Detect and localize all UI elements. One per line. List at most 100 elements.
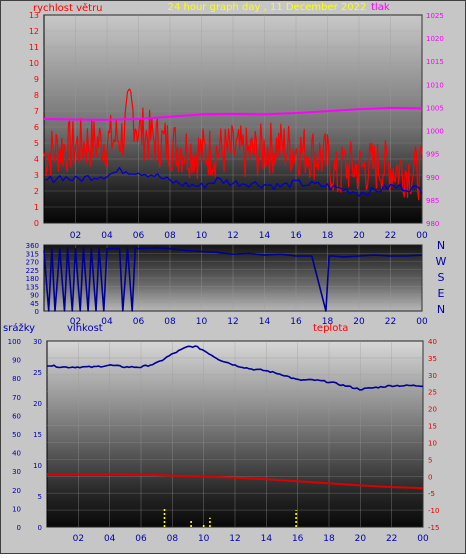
temperature-axis-ticks: -15 -10 -5 0 5 10 15 20 25 30 35 40 <box>428 338 439 532</box>
compass-label: W <box>436 255 447 268</box>
humidity-tick-label: 25 <box>33 369 42 377</box>
temperature-tick-label: 40 <box>428 338 437 346</box>
wind-tick-label: 9 <box>34 75 39 84</box>
temperature-tick-label: 10 <box>428 439 437 447</box>
chart2-x-ticks: 02 04 06 08 10 12 14 16 18 20 22 00 <box>70 317 428 327</box>
rain-tick-label: 90 <box>12 357 21 365</box>
temperature-tick-label: -15 <box>428 524 439 532</box>
x-tick-label: 00 <box>416 231 428 241</box>
compass-label: S <box>438 271 445 284</box>
wind-tick-label: 13 <box>29 11 39 20</box>
x-tick-label: 12 <box>229 534 240 544</box>
rain-axis-ticks: 0 10 20 30 40 50 60 70 80 90 100 <box>8 338 21 532</box>
rain-tick-label: 20 <box>12 487 21 495</box>
compass-label: E <box>438 287 445 300</box>
x-tick-label: 20 <box>353 231 365 241</box>
x-tick-label: 22 <box>386 534 397 544</box>
compass-label: N <box>437 303 445 316</box>
humidity-axis-ticks: 0 5 10 15 20 25 30 <box>33 338 42 532</box>
temperature-tick-label: 20 <box>428 406 437 414</box>
pressure-tick-label: 1000 <box>426 128 444 136</box>
temperature-tick-label: 0 <box>428 473 432 481</box>
chart1-right-ticks: 980 985 990 995 1000 1005 1010 1015 1020 1025 <box>426 12 444 228</box>
wind-tick-label: 12 <box>29 27 39 36</box>
x-tick-label: 22 <box>385 231 396 241</box>
x-tick-label: 04 <box>101 317 113 327</box>
humidity-tick-label: 0 <box>38 524 42 532</box>
chart1-title: 24 hour graph day , 11 December 2022 <box>168 2 367 13</box>
temperature-tick-label: 35 <box>428 355 437 363</box>
x-tick-label: 02 <box>70 317 81 327</box>
wind-speed-label: rychlost větru <box>33 2 103 14</box>
wind-tick-label: 5 <box>34 139 39 148</box>
temperature-tick-label: 5 <box>428 456 432 464</box>
x-tick-label: 12 <box>227 231 238 241</box>
x-tick-label: 14 <box>259 317 271 327</box>
wind-tick-label: 1 <box>34 203 39 212</box>
rain-label: srážky <box>3 322 35 334</box>
direction-tick-label: 315 <box>26 250 39 258</box>
wind-tick-label: 8 <box>34 91 39 100</box>
wind-direction-line <box>43 247 423 312</box>
pressure-tick-label: 990 <box>426 174 439 182</box>
wind-speed-line <box>43 88 423 201</box>
pressure-tick-label: 1015 <box>426 58 444 66</box>
x-tick-label: 16 <box>290 317 302 327</box>
wind-tick-label: 2 <box>34 187 39 196</box>
temperature-tick-label: 15 <box>428 423 437 431</box>
direction-tick-label: 135 <box>26 283 39 291</box>
humidity-line <box>47 345 423 391</box>
x-tick-label: 02 <box>73 534 84 544</box>
temperature-label: teplota <box>313 323 348 334</box>
wind-tick-label: 11 <box>29 43 39 52</box>
x-tick-label: 14 <box>259 231 271 241</box>
chart1-x-ticks: 02 04 06 08 10 12 14 16 18 20 22 00 <box>70 231 428 241</box>
rain-tick-label: 40 <box>12 450 21 458</box>
x-tick-label: 22 <box>385 317 396 327</box>
direction-tick-label: 225 <box>26 267 39 275</box>
x-tick-label: 18 <box>322 317 334 327</box>
humidity-tick-label: 20 <box>33 400 42 408</box>
direction-tick-label: 45 <box>30 300 39 308</box>
humidity-tick-label: 10 <box>33 462 42 470</box>
x-tick-label: 08 <box>167 534 179 544</box>
x-tick-label: 18 <box>322 231 334 241</box>
x-tick-label: 20 <box>355 534 367 544</box>
wind-tick-label: 0 <box>34 219 39 228</box>
x-tick-label: 10 <box>196 231 208 241</box>
temperature-tick-label: -10 <box>428 507 439 515</box>
x-tick-label: 10 <box>198 534 210 544</box>
pressure-label: tlak <box>371 2 390 13</box>
wind-low-line <box>43 166 423 197</box>
direction-tick-label: 270 <box>26 259 39 267</box>
x-tick-label: 00 <box>416 317 428 327</box>
pressure-tick-label: 1025 <box>426 12 444 20</box>
pressure-tick-label: 980 <box>426 220 439 228</box>
chart2-series <box>43 247 423 312</box>
temperature-tick-label: 30 <box>428 372 437 380</box>
x-tick-label: 06 <box>135 534 147 544</box>
x-tick-label: 14 <box>261 534 273 544</box>
chart3-series <box>47 345 424 527</box>
temperature-tick-label: -5 <box>428 490 435 498</box>
x-tick-label: 04 <box>101 231 113 241</box>
temperature-line <box>47 473 424 490</box>
x-tick-label: 02 <box>70 231 81 241</box>
pressure-tick-label: 995 <box>426 151 439 159</box>
humidity-tick-label: 5 <box>38 493 42 501</box>
x-tick-label: 12 <box>227 317 238 327</box>
humidity-label: vlhkost <box>67 323 103 334</box>
pressure-line <box>43 106 423 121</box>
humidity-tick-label: 15 <box>33 431 42 439</box>
wind-tick-label: 3 <box>34 171 39 180</box>
wind-tick-label: 6 <box>34 123 39 132</box>
x-tick-label: 16 <box>292 534 304 544</box>
direction-tick-label: 90 <box>30 292 39 300</box>
direction-tick-label: 180 <box>26 275 39 283</box>
temperature-tick-label: 25 <box>428 389 437 397</box>
chart3-grid <box>47 340 424 528</box>
